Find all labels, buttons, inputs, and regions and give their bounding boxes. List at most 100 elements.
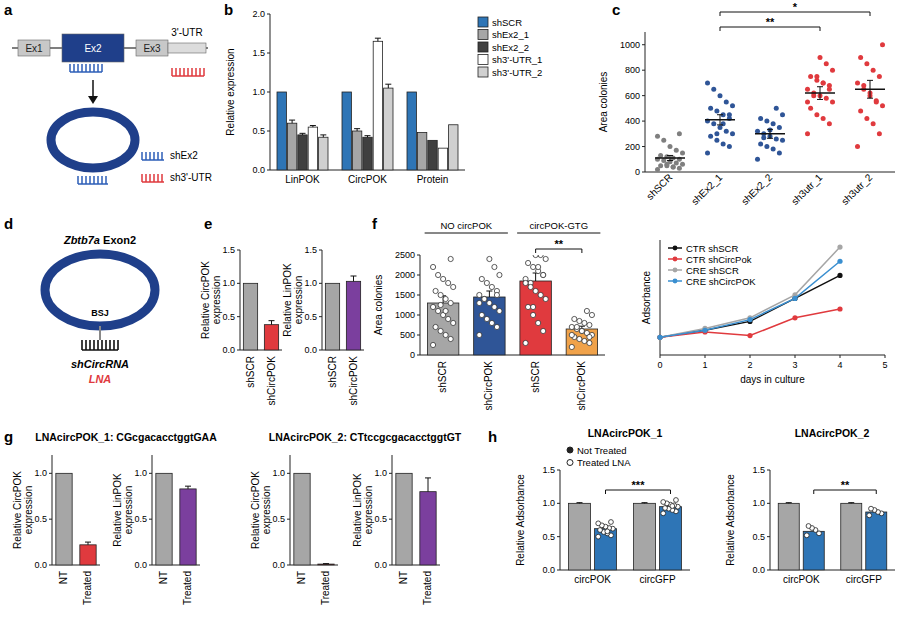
- dot: [877, 74, 882, 79]
- dot: [821, 116, 826, 121]
- dot: [655, 134, 660, 139]
- error-bar: [320, 135, 326, 137]
- dot: [855, 80, 860, 85]
- dot: [670, 504, 675, 509]
- y-axis: [152, 455, 153, 565]
- chart: 02004006008001000Area coloniesshSCRshEx2…: [598, 1, 895, 207]
- y-tick: [767, 503, 770, 504]
- y-axis: [322, 250, 323, 350]
- dot: [864, 61, 869, 66]
- marker: [792, 296, 797, 301]
- y-tick-label: 0.5: [272, 514, 285, 524]
- x-axis-label: days in culture: [740, 374, 805, 385]
- bar: [342, 92, 351, 170]
- dot: [487, 256, 492, 261]
- bar: [56, 473, 72, 565]
- y-tick-label: 0.5: [752, 532, 765, 542]
- dot: [664, 162, 669, 167]
- label-line: Relative CircPOK: [200, 261, 211, 339]
- dot: [533, 288, 538, 293]
- dot: [574, 324, 579, 329]
- bar: [474, 297, 505, 355]
- dot: [541, 328, 546, 333]
- dot: [774, 136, 779, 141]
- dot: [727, 112, 732, 117]
- dot: [808, 74, 813, 79]
- chart: 05001000150020002500Area coloniesshSCRsh…: [373, 220, 605, 410]
- dot: [489, 320, 494, 325]
- legend-item: CTR shCircPok: [668, 254, 752, 265]
- y-axis-label: Relative LinPOKexpression: [112, 473, 134, 547]
- legend-label: CRE shCircPOK: [686, 276, 756, 287]
- y-tick-label: 1000: [395, 310, 415, 320]
- x-tick: [705, 355, 706, 358]
- category-label: Treated: [320, 571, 331, 605]
- legend-label: shEx2_1: [492, 29, 529, 40]
- dot: [867, 513, 872, 518]
- bar: [373, 41, 382, 170]
- dot: [677, 131, 682, 136]
- dot: [492, 264, 497, 269]
- dot: [827, 87, 832, 92]
- bar: [449, 125, 458, 170]
- exon: [62, 34, 124, 62]
- marker: [747, 333, 752, 338]
- error-bar: [385, 84, 391, 88]
- dot: [721, 142, 726, 147]
- y-tick-label: 200: [625, 142, 640, 152]
- category-label: shEx2_2: [739, 171, 775, 207]
- diagram-title: Zbtb7a Exon2: [63, 234, 136, 246]
- x-axis: [645, 172, 895, 173]
- marker: [702, 328, 707, 333]
- dot: [658, 163, 663, 168]
- y-axis-label: Relative LinPOKexpression: [282, 263, 304, 337]
- chart: 0.00.51.01.5Relative AdsorbanceLNAcircPO…: [725, 427, 895, 585]
- error-bar: [425, 478, 431, 492]
- error-bar: [717, 115, 723, 125]
- dot: [596, 534, 601, 539]
- y-tick: [237, 250, 240, 251]
- arrow-head: [88, 96, 98, 104]
- x-tick: [885, 355, 886, 358]
- y-axis: [560, 470, 561, 570]
- bar: [569, 503, 591, 570]
- dot: [658, 153, 663, 158]
- line: [660, 247, 840, 337]
- y-tick: [49, 565, 52, 566]
- exon: [136, 40, 168, 56]
- dot: [525, 304, 530, 309]
- dot: [708, 106, 713, 111]
- dot: [711, 87, 716, 92]
- dot: [680, 150, 685, 155]
- dot: [487, 300, 492, 305]
- marker: [657, 335, 662, 340]
- exon: [18, 40, 50, 56]
- group-line: [425, 233, 508, 234]
- marker: [837, 259, 842, 264]
- bar: [287, 123, 296, 170]
- legend-marker: [567, 460, 573, 466]
- plot-marks: [778, 503, 887, 570]
- panel-label: e: [204, 215, 212, 232]
- legend-marker: [673, 268, 678, 273]
- dot: [661, 138, 666, 143]
- marker: [657, 335, 662, 340]
- legend-item: Not Treated: [567, 445, 627, 456]
- dot: [482, 296, 487, 301]
- marker: [837, 273, 842, 278]
- group-label: NO circPOK: [440, 220, 492, 231]
- error-bar: [85, 542, 91, 545]
- bar: [264, 325, 278, 350]
- category-label: circGFP: [846, 574, 882, 585]
- plot-marks: [396, 473, 436, 565]
- bar: [841, 503, 862, 570]
- dot: [727, 144, 732, 149]
- y-tick-label: 600: [625, 91, 640, 101]
- dot: [671, 164, 676, 169]
- y-tick: [417, 275, 420, 276]
- panel-label: f: [372, 215, 378, 232]
- dot: [764, 144, 769, 149]
- dot: [577, 318, 582, 323]
- dot: [541, 272, 546, 277]
- x-tick-label: 4: [837, 360, 842, 370]
